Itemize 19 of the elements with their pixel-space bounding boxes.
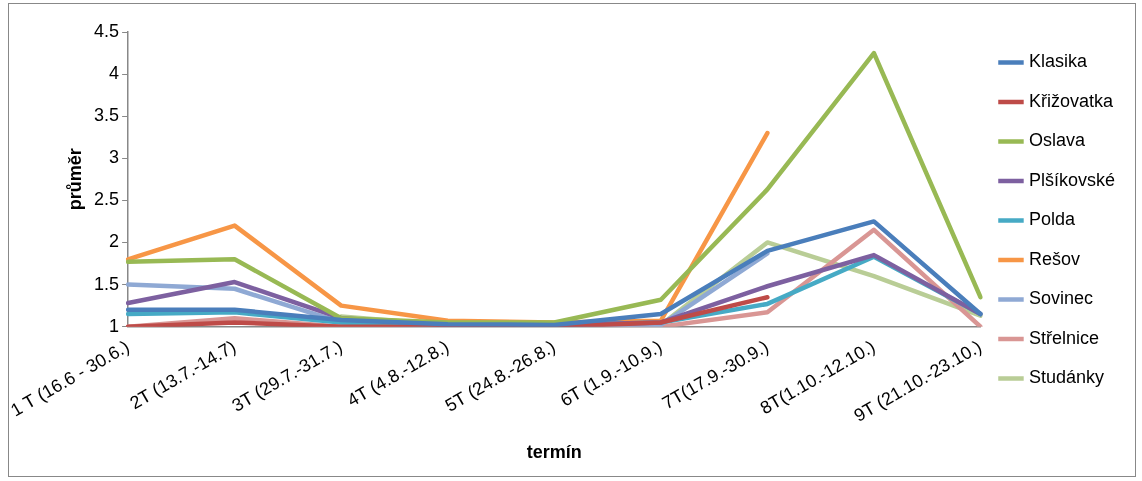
legend-label: Plšíkovské [1028, 169, 1115, 190]
y-axis-title: průměr [65, 148, 86, 211]
legend-label: Oslava [1028, 130, 1086, 151]
y-tick-label: 2 [109, 231, 120, 252]
legend-label: Křižovatka [1028, 90, 1114, 111]
legend-label: Střelnice [1028, 327, 1099, 348]
legend-label: Klasika [1028, 51, 1088, 72]
y-tick-label: 2.5 [94, 189, 120, 210]
y-tick-label: 4.5 [94, 20, 120, 41]
y-tick-label: 3.5 [94, 105, 120, 126]
legend-label: Polda [1028, 209, 1076, 230]
legend-label: Sovinec [1028, 288, 1094, 309]
legend-label: Rešov [1028, 248, 1080, 269]
y-tick-label: 4 [109, 63, 120, 84]
y-tick-label: 1 [109, 315, 120, 336]
y-tick-label: 1.5 [94, 273, 120, 294]
y-tick-label: 3 [109, 147, 120, 168]
legend-label: Studánky [1028, 367, 1105, 388]
x-axis-title: termín [526, 442, 582, 463]
